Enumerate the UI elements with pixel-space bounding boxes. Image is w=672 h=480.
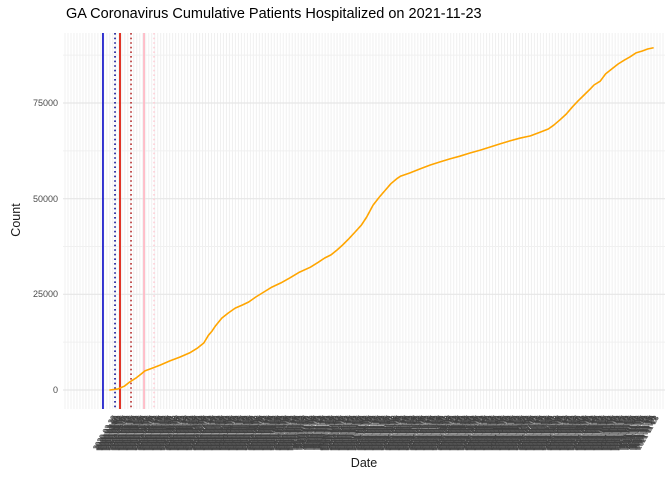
horizontal-gridlines [63, 54, 665, 391]
x-axis-title: Date [350, 456, 378, 470]
y-tick-label: 25000 [32, 289, 58, 300]
vline-annotations [102, 33, 155, 409]
series-lines [109, 47, 654, 391]
y-tick-label: 50000 [32, 193, 58, 204]
chart-title: GA Coronavirus Cumulative Patients Hospi… [66, 6, 482, 22]
y-tick-label: 75000 [32, 98, 58, 108]
series-line [109, 47, 654, 391]
vertical-gridlines [64, 33, 664, 409]
y-tick-label: 0 [52, 385, 58, 395]
